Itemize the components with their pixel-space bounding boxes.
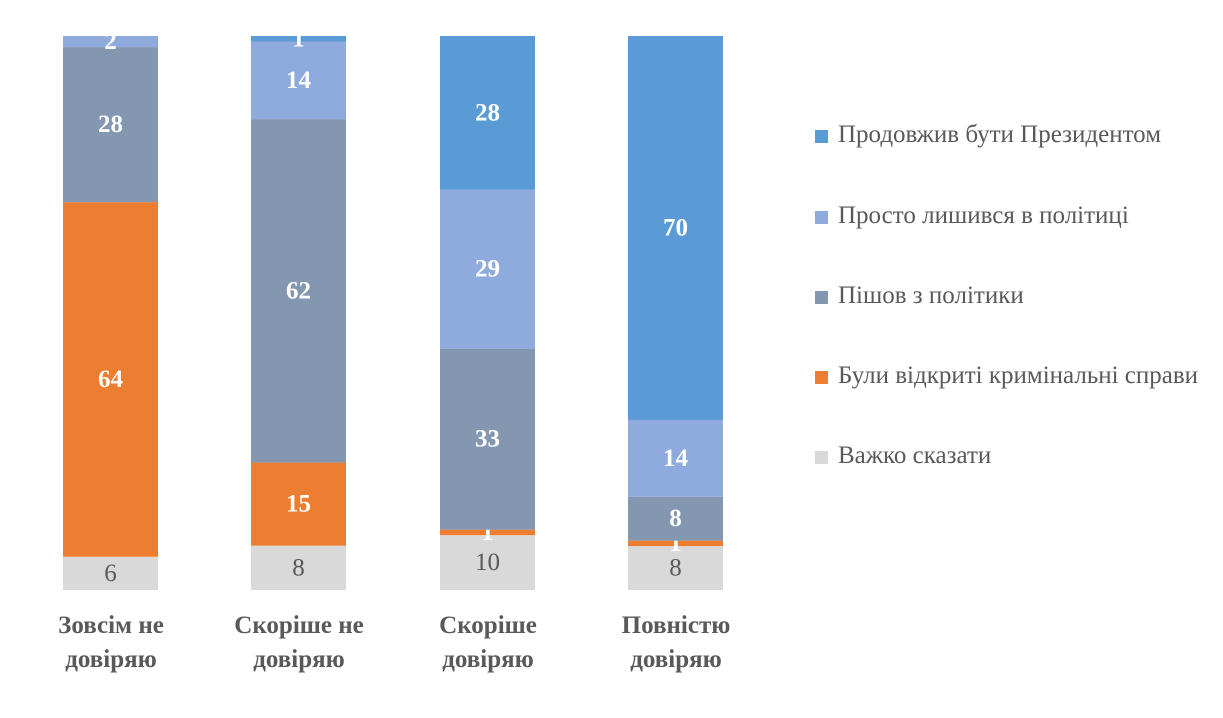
legend-label-stayed: Просто лишився в політиці: [838, 202, 1129, 229]
bar-president-2: [440, 36, 535, 190]
legend-swatch-hard-to-say: [815, 451, 828, 464]
data-label-hard-to-say-1: 8: [292, 554, 305, 581]
bar-criminal-2: [440, 529, 535, 536]
bar-president-3: [628, 36, 723, 420]
bar-hard-to-say-3: [628, 546, 723, 590]
legend-label-president: Продовжив бути Президентом: [838, 121, 1162, 148]
data-label-stayed-0: 2: [104, 28, 117, 55]
data-label-criminal-1: 15: [286, 491, 311, 518]
legend-swatch-stayed: [815, 211, 828, 224]
legend-swatch-president: [815, 130, 828, 143]
data-label-president-2: 28: [475, 99, 500, 126]
data-label-left-politics-0: 28: [98, 111, 123, 138]
category-label-3: Повністю довіряю: [621, 612, 731, 673]
data-label-hard-to-say-3: 8: [669, 555, 682, 582]
bar-criminal-0: [63, 202, 158, 557]
category-label-1: Скоріше не довіряю: [234, 612, 364, 673]
data-label-stayed-2: 29: [475, 256, 500, 283]
data-label-left-politics-1: 62: [286, 277, 311, 304]
data-label-hard-to-say-2: 10: [475, 549, 500, 576]
legend-swatch-left: [815, 291, 828, 304]
bar-stayed-3: [628, 419, 723, 497]
data-label-hard-to-say-0: 6: [104, 560, 117, 587]
legend-swatch-criminal: [815, 371, 828, 384]
data-label-stayed-3: 14: [663, 445, 689, 472]
bar-stayed-2: [440, 189, 535, 349]
category-label-0: Зовсім не довіряю: [58, 612, 164, 673]
bar-hard-to-say-0: [63, 556, 158, 590]
data-label-president-3: 70: [663, 214, 688, 241]
bar-left-politics-0: [63, 47, 158, 203]
bar-stayed-1: [251, 41, 346, 120]
bar-left-politics-1: [251, 119, 346, 463]
legend-label-hard-to-say: Важко сказати: [838, 442, 992, 469]
bar-stayed-0: [63, 36, 158, 48]
category-label-2: Скоріше довіряю: [439, 612, 537, 673]
bar-president-1: [251, 36, 346, 42]
data-label-left-politics-3: 8: [669, 505, 682, 532]
legend-label-left: Пішов з політики: [838, 282, 1024, 309]
data-label-president-1: 1: [292, 25, 305, 52]
legend-label-criminal: Були відкриті кримінальні справи: [838, 362, 1199, 389]
bar-left-politics-3: [628, 496, 723, 541]
bar-left-politics-2: [440, 348, 535, 530]
bar-hard-to-say-1: [251, 545, 346, 590]
data-label-left-politics-2: 33: [475, 426, 500, 453]
bar-criminal-1: [251, 462, 346, 546]
data-label-stayed-1: 14: [286, 67, 312, 94]
data-label-criminal-0: 64: [98, 366, 124, 393]
bar-hard-to-say-2: [440, 535, 535, 590]
bar-criminal-3: [628, 540, 723, 547]
